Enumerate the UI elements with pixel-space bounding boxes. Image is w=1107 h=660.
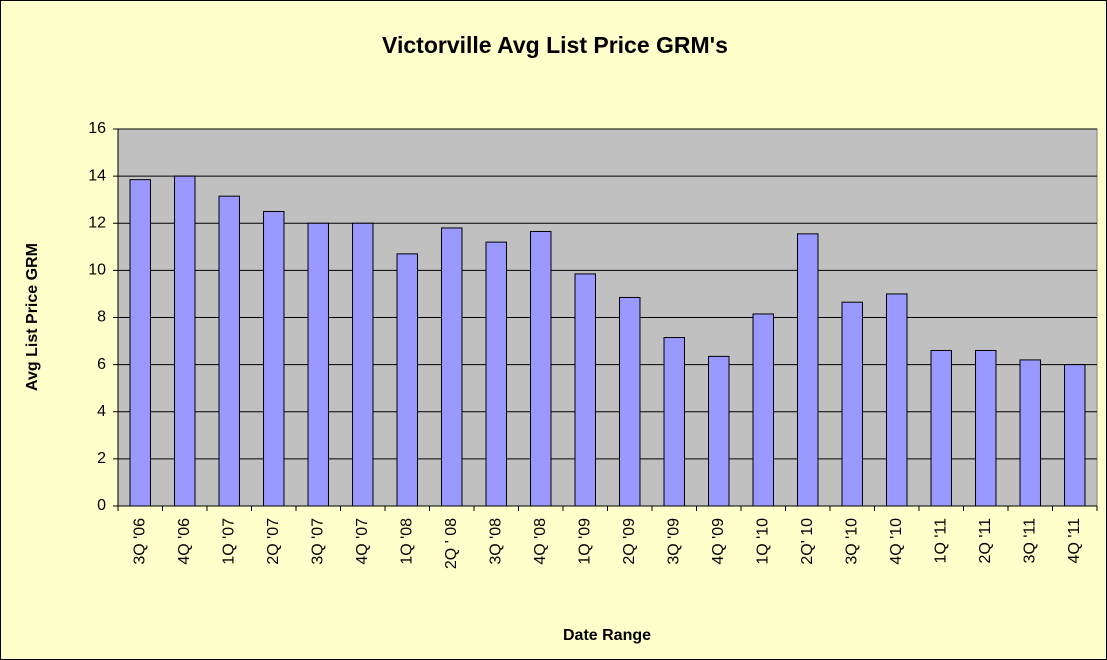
x-tick-label: 1Q '08 <box>398 518 415 565</box>
x-tick-label: 1Q '10 <box>754 518 771 565</box>
x-tick-label: 2Q '07 <box>265 518 282 565</box>
x-tick-label: 3Q '10 <box>843 518 860 565</box>
bar <box>930 349 952 507</box>
x-tick-label: 1Q '07 <box>220 518 237 565</box>
y-tick-label: 14 <box>88 167 106 184</box>
x-axis-title: Date Range <box>563 627 651 644</box>
x-tick-label: 4Q '07 <box>354 518 371 565</box>
x-tick-label: 2Q '09 <box>621 518 638 565</box>
x-tick-label: 4Q '11 <box>1066 518 1083 564</box>
bar <box>1064 364 1086 507</box>
y-tick-label: 16 <box>88 120 106 137</box>
y-tick-label: 10 <box>88 262 106 279</box>
y-axis-title: Avg List Price GRM <box>24 243 41 391</box>
y-tick-label: 4 <box>97 403 106 420</box>
bar <box>129 179 151 507</box>
x-tick-label: 2Q' 10 <box>799 518 816 565</box>
bar <box>485 241 507 507</box>
x-tick-label: 3Q '08 <box>487 518 504 565</box>
bar <box>441 227 463 507</box>
bar <box>218 195 240 507</box>
x-tick-label: 4Q '06 <box>176 518 193 565</box>
x-tick-label: 2Q ' 08 <box>443 518 460 569</box>
x-tick-label: 1Q '09 <box>576 518 593 565</box>
bar <box>174 175 196 507</box>
y-tick-label: 2 <box>97 450 106 467</box>
bar <box>1019 359 1041 507</box>
bar <box>352 222 374 507</box>
bar <box>307 222 329 507</box>
bar <box>530 230 552 507</box>
bar <box>263 210 285 507</box>
x-tick-label: 3Q '06 <box>131 518 148 565</box>
bar <box>797 233 819 507</box>
bar <box>619 296 641 507</box>
y-tick-label: 8 <box>97 309 106 326</box>
y-tick-label: 12 <box>88 214 106 231</box>
bar <box>396 253 418 507</box>
bar <box>975 349 997 507</box>
y-tick-label: 6 <box>97 356 106 373</box>
chart-title: Victorville Avg List Price GRM's <box>382 32 728 58</box>
x-tick-label: 4Q '08 <box>532 518 549 565</box>
bar <box>886 293 908 507</box>
x-tick-label: 2Q '11 <box>977 518 994 564</box>
x-tick-label: 4Q '09 <box>710 518 727 565</box>
x-tick-label: 1Q '11 <box>932 518 949 564</box>
bar <box>841 301 863 507</box>
bar <box>574 273 596 507</box>
x-tick-label: 3Q '09 <box>665 518 682 565</box>
x-tick-label: 3Q '07 <box>309 518 326 565</box>
y-tick-label: 0 <box>97 497 106 514</box>
bar <box>663 337 685 507</box>
x-tick-label: 3Q '11 <box>1021 518 1038 564</box>
bar <box>708 355 730 507</box>
bar <box>752 313 774 507</box>
x-tick-label: 4Q '10 <box>888 518 905 565</box>
